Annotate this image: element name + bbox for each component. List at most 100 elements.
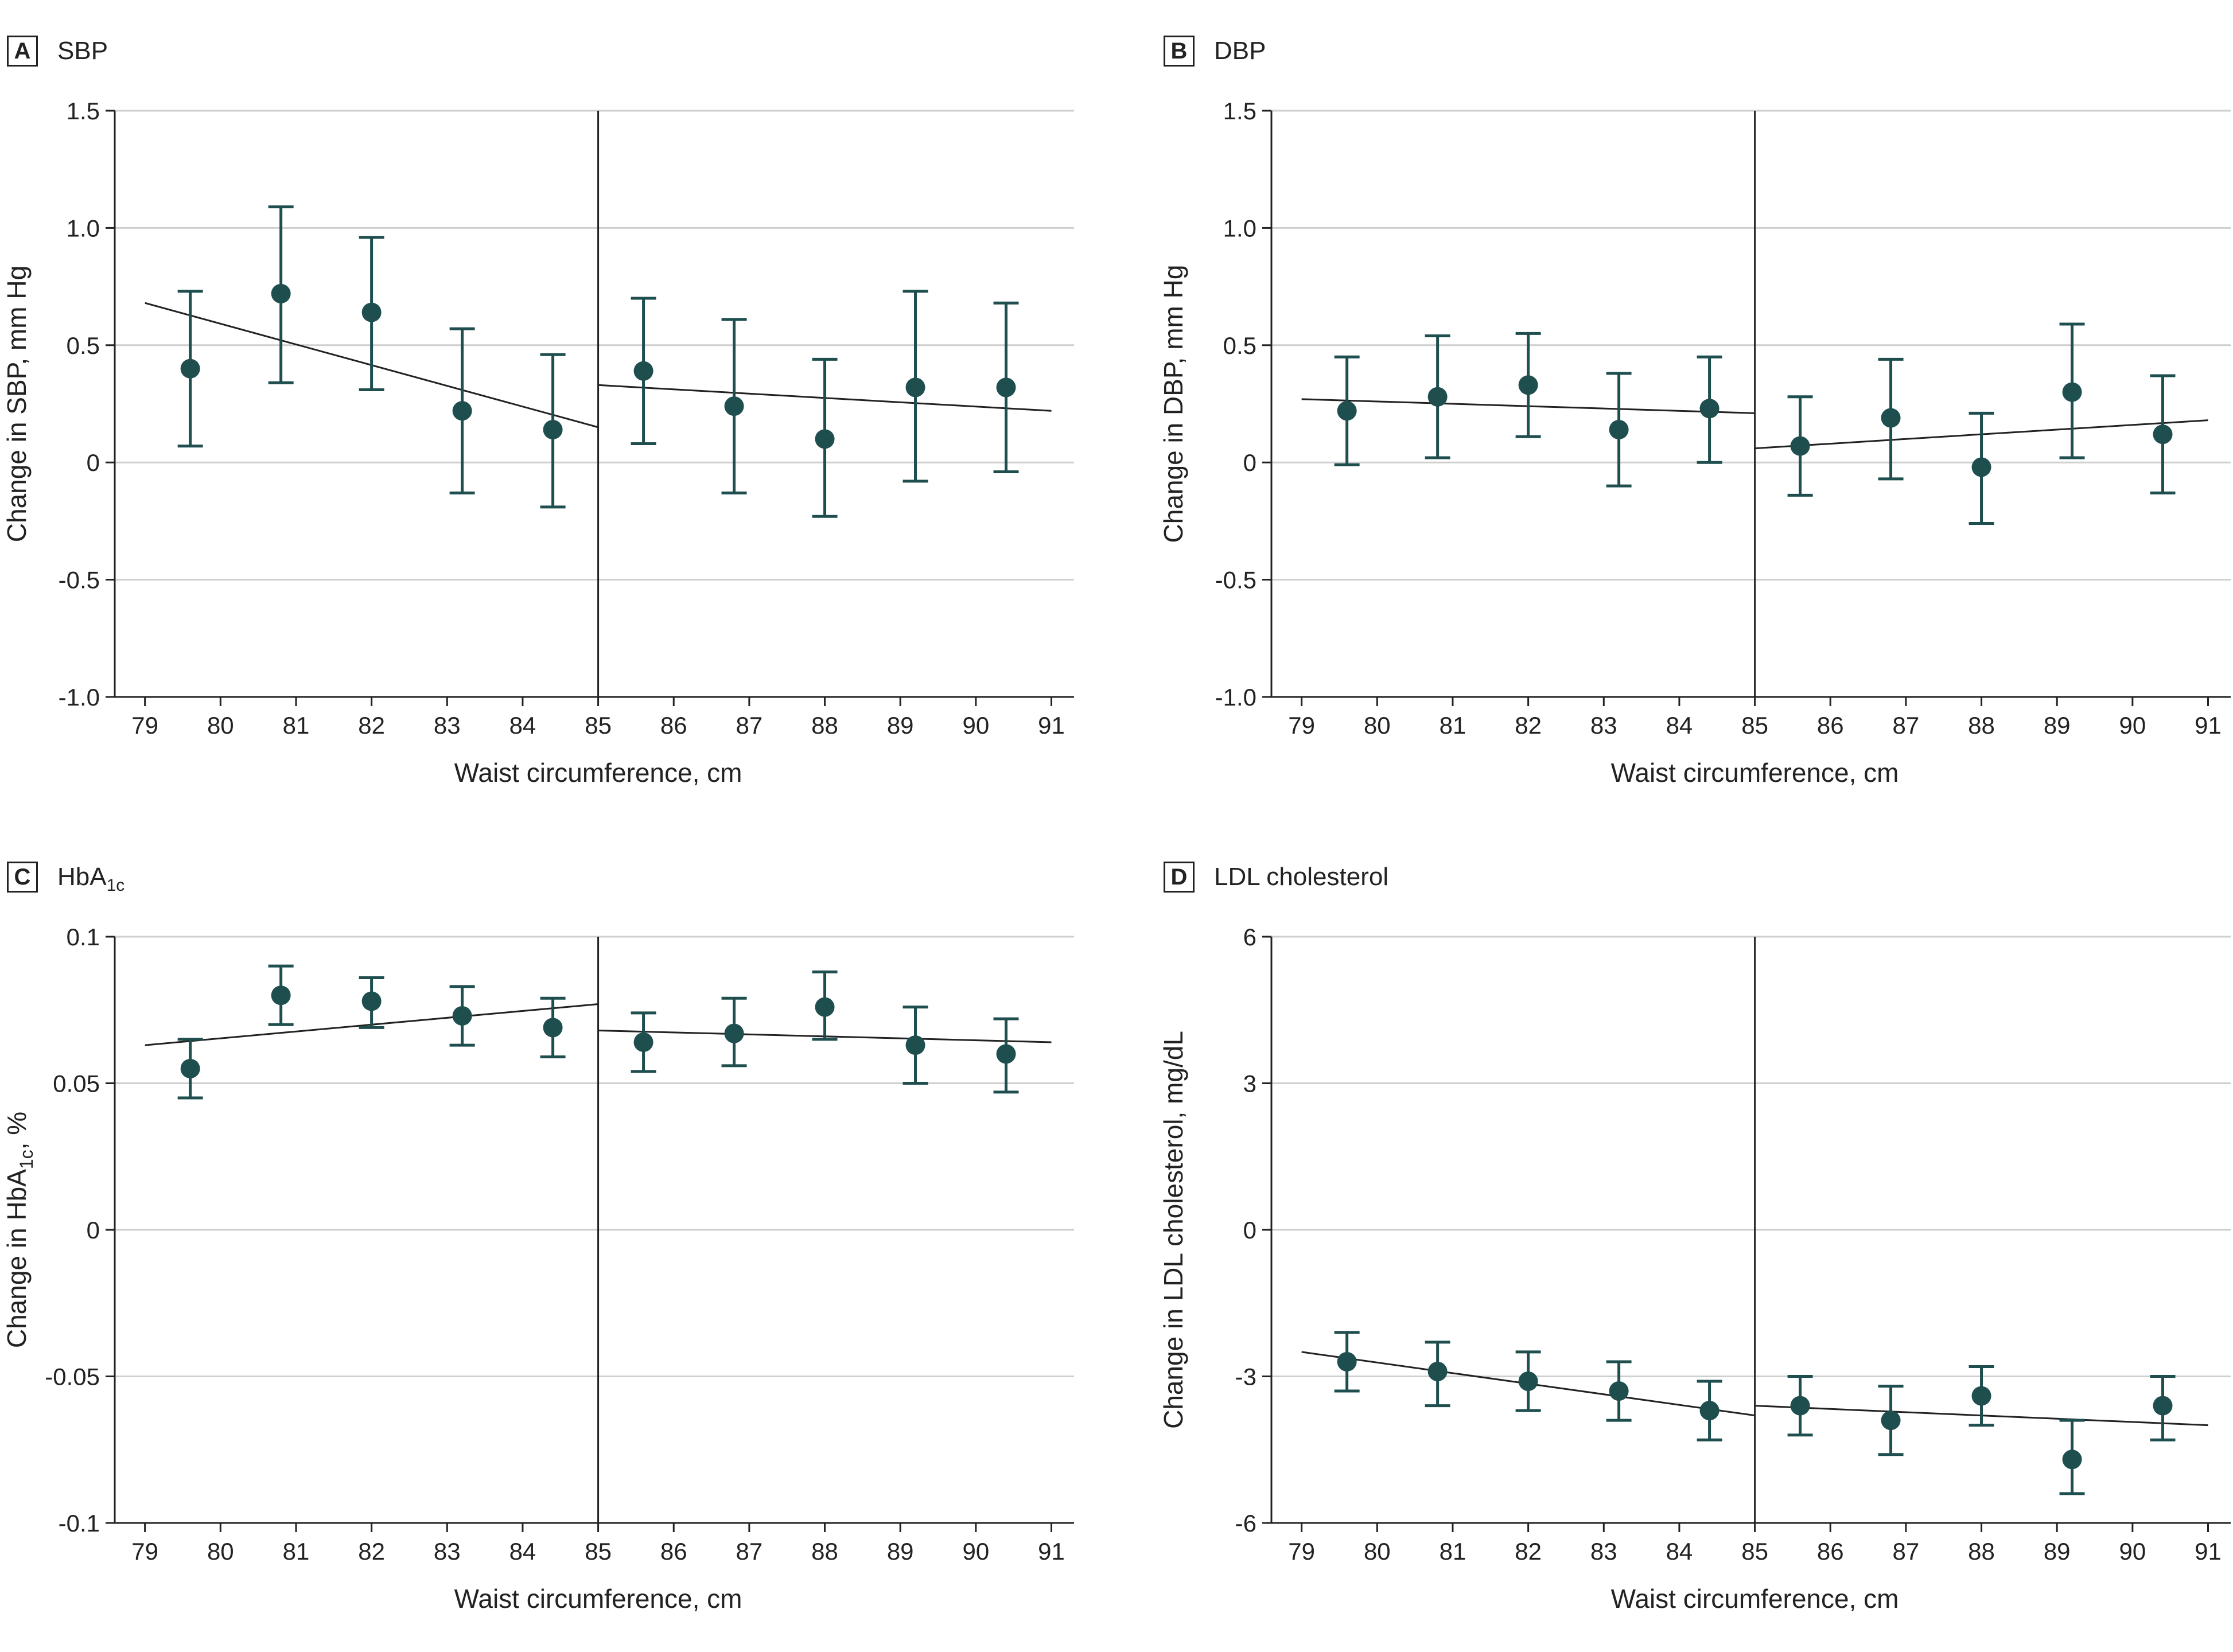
data-point-group — [721, 996, 747, 1067]
x-tick-label: 90 — [2119, 712, 2146, 739]
y-tick-label: 0.05 — [53, 1070, 100, 1097]
data-point — [1337, 401, 1357, 421]
y-axis-label: Change in HbA1c, % — [2, 1112, 37, 1348]
x-tick-label: 82 — [1515, 712, 1542, 739]
x-tick-label: 89 — [2044, 712, 2071, 739]
x-tick-label: 89 — [2044, 1538, 2071, 1565]
x-tick-label: 81 — [1440, 712, 1466, 739]
data-point-group — [1787, 1375, 1813, 1437]
x-tick-label: 79 — [1288, 1538, 1315, 1565]
data-point — [2062, 382, 2082, 402]
chart-A: -1.0 -0.5 0 0.5 1.0 1.5 79 80 81 82 83 84 85 86 87 88 89… — [2, 98, 1074, 788]
y-tick-label: 1.5 — [1223, 98, 1256, 124]
y-tick-label: 3 — [1243, 1070, 1256, 1097]
data-point-group — [268, 205, 294, 384]
data-point — [1971, 457, 1991, 477]
panel-title-text: LDL cholesterol — [1214, 863, 1389, 891]
data-point — [271, 283, 291, 303]
panel-letter: B — [1164, 36, 1195, 67]
data-point-group — [359, 976, 384, 1029]
panel-title: DBP — [1214, 36, 1266, 67]
data-point — [543, 419, 563, 439]
x-tick-label: 82 — [1515, 1538, 1542, 1565]
x-tick-label: 91 — [2195, 712, 2222, 739]
x-tick-label: 86 — [660, 1538, 687, 1565]
x-tick-label: 81 — [283, 712, 310, 739]
data-point-group — [1787, 395, 1813, 497]
data-point — [180, 359, 200, 379]
x-tick-label: 89 — [887, 712, 914, 739]
x-axis-label: Waist circumference, cm — [454, 758, 742, 788]
x-tick-label: 83 — [434, 1538, 461, 1565]
x-tick-label: 83 — [1590, 712, 1617, 739]
x-tick-label: 83 — [434, 712, 461, 739]
data-point-group — [359, 236, 384, 391]
y-axis-label-text: Change in DBP, mm Hg — [1158, 265, 1188, 543]
data-point — [905, 1035, 925, 1055]
y-tick-label: 6 — [1243, 924, 1256, 950]
y-tick-label: 0 — [1243, 449, 1256, 476]
data-point — [1881, 408, 1901, 428]
data-point — [1518, 375, 1538, 395]
data-point-group — [449, 327, 475, 494]
x-tick-label: 87 — [1893, 1538, 1920, 1565]
y-tick-label: -0.05 — [45, 1363, 100, 1390]
data-point-group — [1515, 1350, 1541, 1412]
data-point — [633, 361, 653, 381]
x-tick-label: 79 — [131, 712, 158, 739]
x-tick-label: 82 — [358, 712, 385, 739]
data-point-group — [1969, 1365, 1994, 1427]
data-point — [1971, 1386, 1991, 1406]
data-point-group — [540, 353, 566, 509]
panel-letter: D — [1164, 862, 1195, 893]
panel-title: HbA1c — [57, 862, 125, 901]
data-point-group — [721, 318, 747, 494]
data-point-group — [1697, 1380, 1722, 1441]
data-point — [452, 401, 472, 421]
data-point-group — [1334, 1331, 1360, 1393]
y-axis-label: Change in SBP, mm Hg — [2, 266, 32, 542]
panel-letter: C — [7, 862, 38, 893]
data-point-group — [1606, 372, 1632, 488]
x-tick-label: 85 — [1741, 712, 1768, 739]
y-tick-label: -6 — [1235, 1510, 1256, 1537]
x-axis-label: Waist circumference, cm — [454, 1584, 742, 1614]
data-point — [2153, 1396, 2173, 1416]
data-point — [633, 1032, 653, 1052]
data-point — [996, 1044, 1016, 1064]
x-tick-label: 91 — [1038, 1538, 1065, 1565]
y-tick-label: 1.5 — [67, 98, 100, 124]
x-axis-label: Waist circumference, cm — [1611, 758, 1899, 788]
y-tick-label: -0.5 — [1215, 567, 1256, 594]
x-tick-label: 91 — [1038, 712, 1065, 739]
x-tick-label: 90 — [962, 1538, 989, 1565]
chart-C: -0.1 -0.05 0 0.05 0.1 79 80 81 82 83 84 85 86 87 88 89 9… — [2, 924, 1074, 1614]
data-point — [1699, 399, 1720, 419]
x-tick-label: 87 — [736, 1538, 763, 1565]
data-point-group — [2059, 1419, 2085, 1495]
panel-title-text: SBP — [57, 37, 108, 65]
data-point — [996, 377, 1016, 398]
data-point — [815, 997, 835, 1017]
data-point — [180, 1058, 200, 1078]
y-tick-label: 0 — [87, 449, 100, 476]
data-point — [2062, 1450, 2082, 1470]
x-tick-label: 84 — [1666, 712, 1693, 739]
data-point — [361, 302, 382, 322]
panel-title: LDL cholesterol — [1214, 862, 1388, 893]
x-tick-label: 80 — [1364, 712, 1391, 739]
y-axis-label-subscript: 1c — [16, 1150, 37, 1169]
y-axis-label-text: Change in HbA — [2, 1169, 32, 1348]
y-axis-label-text: Change in LDL cholesterol, mg/dL — [1158, 1031, 1188, 1429]
data-point-group — [812, 357, 838, 518]
data-point — [543, 1018, 563, 1038]
data-point — [1790, 436, 1810, 456]
y-tick-label: 0 — [87, 1217, 100, 1244]
x-tick-label: 86 — [660, 712, 687, 739]
x-tick-label: 88 — [1968, 712, 1995, 739]
data-point — [815, 429, 835, 449]
x-tick-label: 89 — [887, 1538, 914, 1565]
data-point-group — [2150, 1375, 2176, 1441]
x-tick-label: 91 — [2195, 1538, 2222, 1565]
